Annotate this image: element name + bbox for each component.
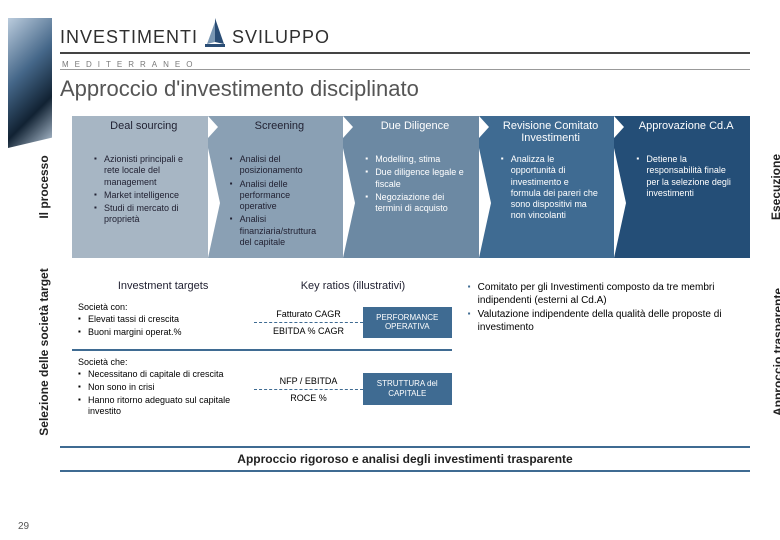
brand-a: INVESTIMENTI bbox=[60, 27, 198, 47]
stage-head-1: Screening bbox=[208, 116, 344, 148]
row1-k0: NFP / EBITDA bbox=[254, 373, 363, 390]
brand-logo: INVESTIMENTI SVILUPPO bbox=[60, 18, 330, 48]
stage-head-3: Revisione Comitato Investimenti bbox=[479, 116, 615, 148]
process-headers: Deal sourcing Screening Due Diligence Re… bbox=[72, 116, 750, 148]
row1-tag: STRUTTURA del CAPITALE bbox=[363, 373, 452, 404]
stage2-b0: Modelling, stima bbox=[365, 154, 465, 165]
stage1-b2: Analisi finanziaria/struttura del capita… bbox=[230, 214, 330, 248]
process-bodies: Azionisti principali e rete locale del m… bbox=[72, 148, 750, 258]
stage-head-2: Due Diligence bbox=[343, 116, 479, 148]
row0-b1: Buoni margini operat.% bbox=[78, 327, 248, 338]
target-row-0: Società con: Elevati tassi di crescita B… bbox=[72, 296, 452, 351]
row0-b0: Elevati tassi di crescita bbox=[78, 314, 248, 325]
row1-k1: ROCE % bbox=[254, 390, 363, 406]
row0-tag: PERFORMANCE OPERATIVA bbox=[363, 307, 452, 338]
sail-icon bbox=[204, 18, 226, 48]
rnote-1: Valutazione indipendente della qualità d… bbox=[468, 309, 750, 334]
footer-bar: Approccio rigoroso e analisi degli inves… bbox=[60, 446, 750, 472]
page-title: Approccio d'investimento disciplinato bbox=[60, 76, 750, 102]
stage0-b2: Studi di mercato di proprietà bbox=[94, 203, 194, 226]
targets-block: Selezione delle società target Approccio… bbox=[72, 276, 750, 428]
stage-head-0: Deal sourcing bbox=[72, 116, 208, 148]
process-vlabel-left: Il processo bbox=[37, 155, 51, 218]
row1-b1: Non sono in crisi bbox=[78, 382, 248, 393]
stage1-b1: Analisi delle performance operative bbox=[230, 179, 330, 213]
process-block: Il processo Esecuzione Deal sourcing Scr… bbox=[72, 116, 750, 258]
logo-row: INVESTIMENTI SVILUPPO bbox=[60, 18, 750, 54]
stage0-b0: Azionisti principali e rete locale del m… bbox=[94, 154, 194, 188]
stage3-b0: Analizza le opportunità di investimento … bbox=[501, 154, 601, 222]
stage-body-4: Detiene la responsabilità finale per la … bbox=[614, 148, 750, 258]
targets-table: Investment targets Key ratios (illustrat… bbox=[72, 276, 452, 428]
targets-head-b: Key ratios (illustrativi) bbox=[254, 276, 451, 296]
header-photo bbox=[8, 18, 52, 148]
stage-body-0: Azionisti principali e rete locale del m… bbox=[72, 148, 208, 258]
stage0-b1: Market intelligence bbox=[94, 190, 194, 201]
targets-head-a: Investment targets bbox=[72, 276, 254, 296]
stage2-b2: Negoziazione dei termini di acquisto bbox=[365, 192, 465, 215]
process-vlabel-right: Esecuzione bbox=[769, 154, 780, 220]
row0-lead: Società con: bbox=[78, 302, 248, 312]
target-row-1: Società che: Necessitano di capitale di … bbox=[72, 351, 452, 428]
row0-k1: EBITDA % CAGR bbox=[254, 323, 363, 339]
stage-body-3: Analizza le opportunità di investimento … bbox=[479, 148, 615, 258]
rnote-0: Comitato per gli Investimenti composto d… bbox=[468, 282, 750, 307]
stage-body-2: Modelling, stima Due diligence legale e … bbox=[343, 148, 479, 258]
row1-b0: Necessitano di capitale di crescita bbox=[78, 369, 248, 380]
targets-vlabel-right: Approccio trasparente bbox=[771, 288, 780, 416]
brand-b: SVILUPPO bbox=[232, 27, 330, 47]
right-notes: Comitato per gli Investimenti composto d… bbox=[468, 276, 750, 428]
targets-vlabel-left: Selezione delle società target bbox=[37, 268, 51, 435]
stage-body-1: Analisi del posizionamento Analisi delle… bbox=[208, 148, 344, 258]
page-number: 29 bbox=[18, 521, 29, 532]
stage4-b0: Detiene la responsabilità finale per la … bbox=[636, 154, 736, 199]
stage-head-4: Approvazione Cd.A bbox=[614, 116, 750, 148]
row1-lead: Società che: bbox=[78, 357, 248, 367]
row0-k0: Fatturato CAGR bbox=[254, 306, 363, 323]
stage2-b1: Due diligence legale e fiscale bbox=[365, 167, 465, 190]
brand-sub: MEDITERRANEO bbox=[62, 60, 750, 69]
stage1-b0: Analisi del posizionamento bbox=[230, 154, 330, 177]
header-rule bbox=[60, 69, 750, 70]
row1-b2: Hanno ritorno adeguato sul capitale inve… bbox=[78, 395, 248, 418]
